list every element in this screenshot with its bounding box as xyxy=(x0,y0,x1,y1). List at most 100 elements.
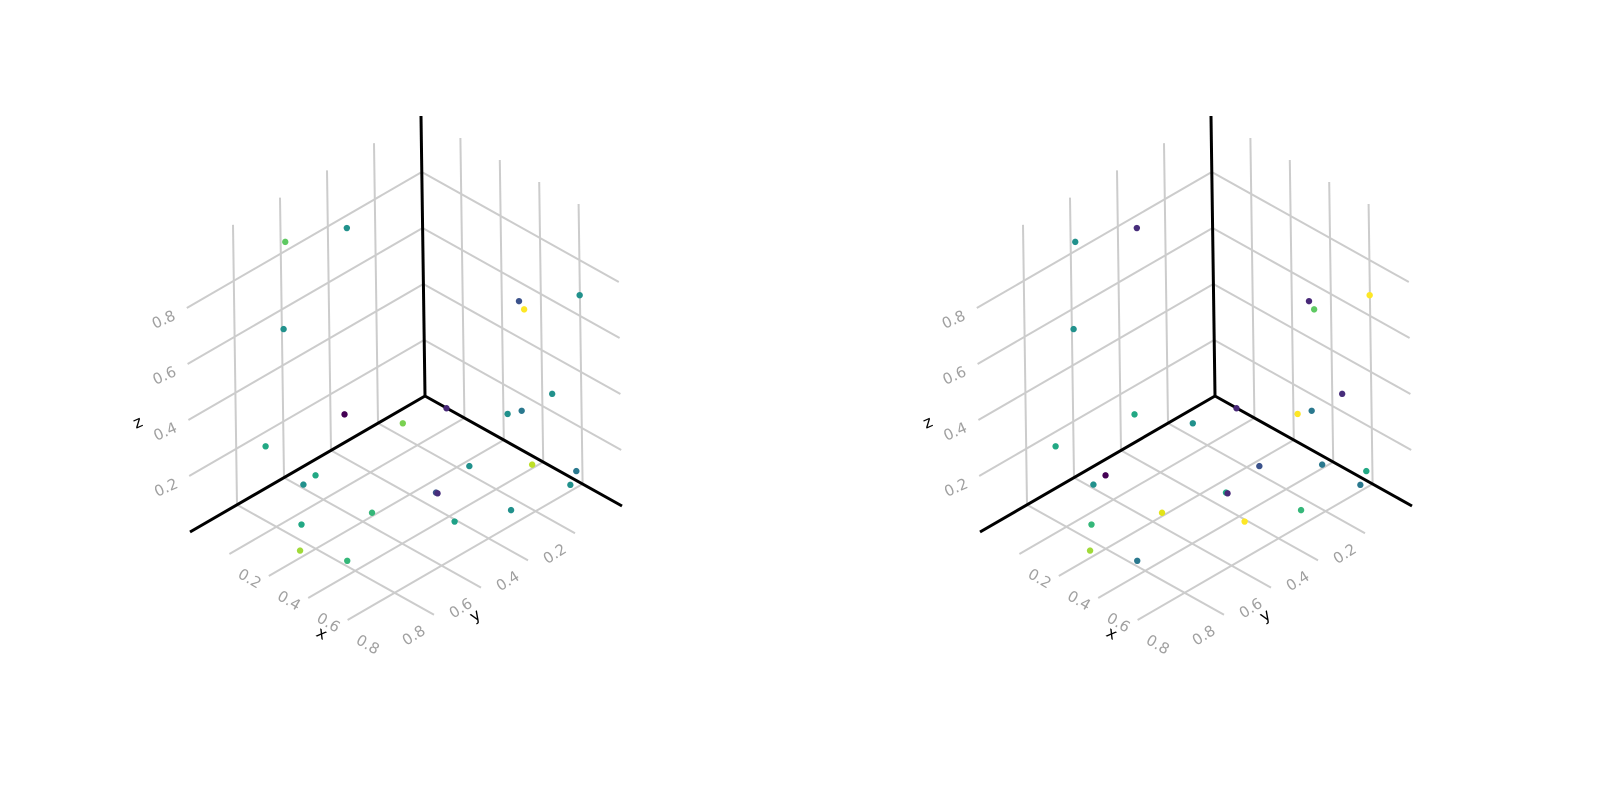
data-point xyxy=(1131,411,1138,418)
x-axis-line xyxy=(424,394,623,508)
y-tick-label: 0.2 xyxy=(1330,540,1360,568)
data-point xyxy=(1294,410,1301,418)
grid-line-y-floor xyxy=(283,476,482,589)
y-tick-label: 0.4 xyxy=(493,567,523,595)
grid-line-x-floor xyxy=(1018,417,1255,555)
data-point xyxy=(344,557,351,564)
z-axis-line xyxy=(419,115,427,397)
grid-line-z-xwall xyxy=(1212,283,1411,395)
grid-line-y-floor xyxy=(330,449,529,562)
data-points xyxy=(1052,224,1373,564)
grid-line-y-wall xyxy=(1069,197,1075,478)
grid-line-z-ywall xyxy=(977,283,1214,421)
grid-line-x-wall xyxy=(577,203,584,485)
data-point xyxy=(296,547,304,554)
data-point xyxy=(466,462,473,470)
x-tick-label: 0.8 xyxy=(1143,631,1173,659)
x-axis-label: x xyxy=(313,623,331,644)
z-axis-label: z xyxy=(920,412,935,433)
z-axis-line xyxy=(1209,115,1217,397)
axes xyxy=(979,115,1413,534)
data-point xyxy=(1070,325,1077,333)
z-tick-label: 0.8 xyxy=(939,306,968,332)
data-point xyxy=(399,420,406,427)
grid-line-z-ywall xyxy=(186,171,423,309)
data-point xyxy=(1233,405,1240,412)
grid-line-y-wall xyxy=(1163,143,1169,424)
data-point xyxy=(1308,407,1315,414)
x-tick-label: 0.8 xyxy=(353,631,383,659)
grid-line-z-xwall xyxy=(1211,171,1410,283)
x-axis-label: x xyxy=(1103,623,1121,644)
grid-line-x-floor xyxy=(228,417,465,555)
grid-line-x-floor xyxy=(1137,483,1374,621)
grid-line-z-xwall xyxy=(422,283,621,395)
y-axis-line xyxy=(979,394,1216,534)
z-tick-label: 0.4 xyxy=(151,418,180,444)
data-point xyxy=(504,410,511,418)
grid-line-z-xwall xyxy=(1212,227,1411,339)
grid-line-x-wall xyxy=(1328,181,1335,463)
data-point xyxy=(1102,472,1109,479)
grid-line-x-floor xyxy=(347,483,584,621)
grid xyxy=(186,137,622,621)
z-tick-label: 0.2 xyxy=(151,474,180,500)
data-point xyxy=(548,390,556,398)
data-point xyxy=(1158,509,1166,516)
z-tick-label: 0.2 xyxy=(941,474,970,500)
grid-line-x-wall xyxy=(538,181,545,463)
data-point xyxy=(1189,420,1197,427)
data-point xyxy=(1318,461,1326,468)
grid-line-y-floor xyxy=(1120,449,1319,562)
grid-line-x-wall xyxy=(459,137,466,419)
grid-line-x-wall xyxy=(498,159,505,441)
data-point xyxy=(443,405,450,412)
data-point xyxy=(507,506,515,514)
data-point xyxy=(451,518,458,525)
data-point xyxy=(1357,481,1364,489)
y-tick-label: 0.8 xyxy=(1189,621,1219,649)
y-tick-label: 0.4 xyxy=(1283,567,1313,595)
grid-line-x-floor xyxy=(1058,439,1295,577)
y-axis-label: y xyxy=(1256,605,1274,626)
grid-line-z-xwall xyxy=(421,171,620,283)
grid-line-z-ywall xyxy=(188,339,425,477)
data-point xyxy=(300,481,307,488)
grid-line-y-wall xyxy=(373,143,379,424)
data-point xyxy=(1133,224,1141,232)
data-point xyxy=(576,292,583,299)
grid-line-z-xwall xyxy=(423,339,622,451)
grid-line-y-wall xyxy=(232,224,238,505)
data-point xyxy=(1224,490,1231,497)
axes xyxy=(189,115,623,534)
grid-line-y-wall xyxy=(1022,224,1028,505)
z-axis-label: z xyxy=(130,412,145,433)
grid-line-y-wall xyxy=(279,197,285,478)
data-point xyxy=(567,481,574,489)
grid-line-x-wall xyxy=(1249,137,1256,419)
data-point xyxy=(282,238,289,246)
data-point xyxy=(1310,306,1318,313)
data-point xyxy=(528,461,536,468)
data-point xyxy=(1366,292,1373,299)
grid-line-x-floor xyxy=(268,439,505,577)
z-tick-label: 0.6 xyxy=(150,362,179,388)
data-point xyxy=(1241,518,1248,525)
data-point xyxy=(1090,481,1097,488)
grid-line-y-floor xyxy=(1073,476,1272,589)
x-tick-label: 0.4 xyxy=(1064,587,1094,615)
grid-line-z-xwall xyxy=(1213,339,1412,451)
data-point xyxy=(1297,506,1305,514)
data-point xyxy=(298,521,305,528)
grid xyxy=(976,137,1412,621)
data-points xyxy=(262,224,583,564)
data-point xyxy=(1086,547,1094,554)
grid-line-z-ywall xyxy=(187,227,424,365)
z-tick-label: 0.6 xyxy=(940,362,969,388)
x-tick-label: 0.4 xyxy=(274,587,304,615)
data-point xyxy=(1256,462,1263,470)
data-point xyxy=(312,472,319,479)
grid-line-x-wall xyxy=(1288,159,1295,441)
